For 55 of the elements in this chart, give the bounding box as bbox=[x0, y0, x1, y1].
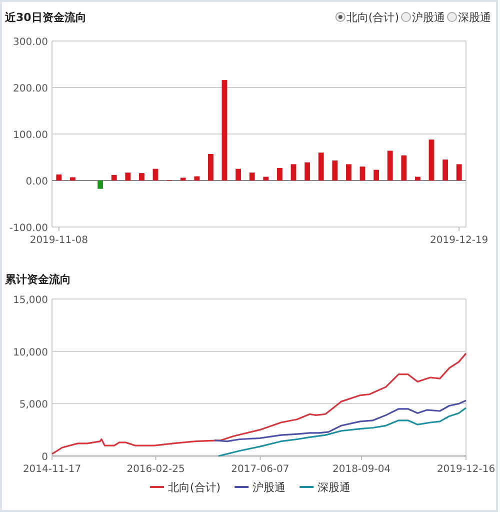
radio-button: 北向(合计) bbox=[335, 11, 399, 24]
x-tick-label: 2014-11-17 bbox=[22, 464, 82, 475]
line-series bbox=[214, 400, 467, 442]
bar bbox=[374, 170, 379, 180]
y-tick-label: -100.00 bbox=[9, 223, 48, 234]
legend-label: 北向(合计) bbox=[168, 481, 221, 494]
bar bbox=[332, 160, 338, 180]
x-tick-label: 2019-12-19 bbox=[430, 235, 488, 246]
x-tick-label: 2019-12-16 bbox=[436, 464, 496, 475]
bar bbox=[442, 160, 448, 180]
x-tick-label: 2019-11-08 bbox=[30, 235, 88, 246]
x-tick-label: 2016-02-25 bbox=[126, 464, 185, 475]
y-tick-label: 15,000 bbox=[13, 295, 48, 306]
bar bbox=[277, 168, 282, 180]
bar bbox=[456, 164, 462, 180]
y-tick-label: 200.00 bbox=[13, 84, 48, 94]
line-series bbox=[218, 407, 467, 457]
bar bbox=[56, 174, 62, 180]
y-tick-label: 5,000 bbox=[19, 400, 48, 411]
bar bbox=[318, 152, 324, 180]
bar bbox=[139, 173, 144, 180]
y-tick-label: 0 bbox=[42, 452, 48, 463]
bar bbox=[263, 176, 269, 180]
legend-label: 沪股通 bbox=[252, 481, 286, 494]
bar bbox=[415, 176, 420, 180]
bar bbox=[194, 176, 200, 180]
bar bbox=[360, 166, 366, 180]
line-series bbox=[51, 352, 467, 455]
y-tick-label: 0.00 bbox=[26, 176, 48, 188]
y-tick-label: 100.00 bbox=[13, 130, 48, 141]
legend-label: 深股通 bbox=[318, 481, 351, 494]
bar bbox=[346, 164, 352, 180]
bar bbox=[290, 164, 296, 180]
bar bbox=[428, 140, 434, 180]
bar bbox=[125, 172, 131, 180]
bar bbox=[98, 180, 103, 189]
bar bbox=[387, 150, 393, 180]
bar bbox=[249, 172, 255, 180]
chart-title: 近30日资金流向 bbox=[4, 11, 86, 24]
x-tick-label: 2017-06-07 bbox=[231, 464, 290, 475]
bar bbox=[111, 174, 117, 180]
bar bbox=[401, 155, 407, 180]
y-tick-label: 10,000 bbox=[13, 347, 48, 358]
y-tick-label: 300.00 bbox=[13, 37, 48, 48]
radio-button: 沪股通 bbox=[401, 11, 445, 24]
bar bbox=[70, 177, 76, 180]
bar bbox=[152, 168, 158, 180]
bar bbox=[222, 80, 228, 180]
x-tick-label: 2018-09-04 bbox=[332, 464, 391, 475]
bar bbox=[208, 154, 214, 180]
radio-button: 深股通 bbox=[447, 11, 491, 24]
bar bbox=[180, 178, 186, 180]
bar bbox=[236, 168, 241, 180]
chart-title: 累计资金流向 bbox=[4, 273, 71, 286]
bar bbox=[304, 162, 310, 180]
